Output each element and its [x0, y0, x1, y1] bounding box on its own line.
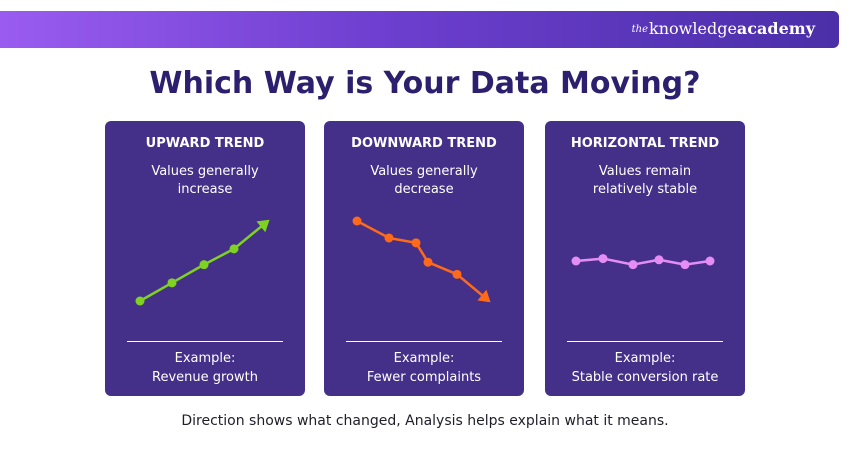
- trend-point: [229, 244, 239, 254]
- horizontal-trend-line-chart: [571, 254, 715, 270]
- card-description: Values generally increase: [105, 163, 305, 199]
- trend-point: [654, 255, 664, 265]
- footer-caption: Direction shows what changed, Analysis h…: [181, 413, 669, 429]
- card-divider: [567, 341, 723, 342]
- trend-arrowhead: [477, 289, 491, 303]
- trend-line: [575, 257, 711, 266]
- card-downward-trend: DOWNWARD TREND Values generally decrease…: [324, 121, 524, 396]
- trend-point: [705, 256, 715, 266]
- card-title: UPWARD TREND: [145, 136, 265, 151]
- trend-point: [135, 296, 145, 306]
- card-upward-trend: UPWARD TREND Values generally increase E…: [105, 121, 305, 396]
- example-label: Example:: [174, 351, 236, 366]
- card-description: Values generally decrease: [324, 163, 524, 199]
- trend-point: [452, 269, 462, 279]
- card-example: Example: Fewer complaints: [324, 349, 524, 387]
- brand-knowledge: knowledge: [649, 19, 737, 38]
- card-description-line: Values generally: [151, 164, 259, 179]
- trend-point: [352, 216, 362, 226]
- example-text: Fewer complaints: [366, 370, 482, 385]
- trend-line: [356, 219, 490, 302]
- card-description-line: decrease: [394, 182, 454, 197]
- upward-trend-line-chart: [135, 219, 270, 306]
- trend-point: [598, 254, 608, 264]
- card-horizontal-trend: HORIZONTAL TREND Values remain relativel…: [545, 121, 745, 396]
- card-description-line: relatively stable: [592, 182, 698, 197]
- brand-logo: theknowledgeacademy: [632, 19, 815, 40]
- example-label: Example:: [393, 351, 455, 366]
- card-description-line: increase: [177, 182, 233, 197]
- downward-trend-line-chart: [352, 216, 491, 303]
- brand-academy: academy: [736, 19, 815, 38]
- card-divider: [127, 341, 283, 342]
- trend-point: [167, 278, 177, 288]
- example-text: Revenue growth: [152, 370, 258, 385]
- brand-the: the: [631, 24, 649, 35]
- trend-point: [571, 256, 581, 266]
- card-example: Example: Revenue growth: [105, 349, 305, 387]
- header-bar: theknowledgeacademy: [0, 11, 839, 48]
- trend-point: [423, 257, 433, 267]
- trend-arrowhead: [256, 219, 270, 233]
- card-description: Values remain relatively stable: [545, 163, 745, 199]
- card-title: HORIZONTAL TREND: [570, 136, 720, 151]
- trend-point: [628, 260, 638, 270]
- card-description-line: Values generally: [370, 164, 478, 179]
- example-label: Example:: [614, 351, 676, 366]
- trend-point: [680, 260, 690, 270]
- trend-point: [199, 260, 209, 270]
- trend-point: [411, 238, 421, 248]
- card-title: DOWNWARD TREND: [351, 136, 497, 151]
- card-divider: [346, 341, 502, 342]
- page-title: Which Way is Your Data Moving?: [149, 66, 701, 101]
- card-example: Example: Stable conversion rate: [545, 349, 745, 387]
- trend-point: [384, 233, 394, 243]
- example-text: Stable conversion rate: [571, 370, 719, 385]
- card-description-line: Values remain: [598, 164, 692, 179]
